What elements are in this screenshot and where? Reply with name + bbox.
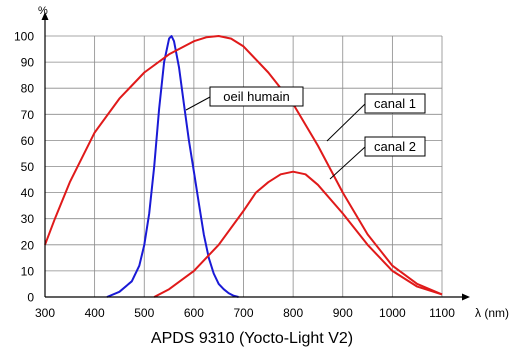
y-tick-label: 70 xyxy=(21,108,35,122)
x-tick-label: 400 xyxy=(85,306,105,320)
x-tick-label: 900 xyxy=(333,306,353,320)
legend-label-canal-2: canal 2 xyxy=(374,139,416,154)
legend-label-canal-1: canal 1 xyxy=(374,96,416,111)
x-tick-label: 500 xyxy=(134,306,154,320)
x-tick-label: 300 xyxy=(35,306,55,320)
x-tick-label: 600 xyxy=(184,306,204,320)
callout-box-canal-1 xyxy=(364,93,426,114)
x-axis-arrow-icon xyxy=(462,293,470,301)
callout-leader-canal-2 xyxy=(329,146,366,180)
y-tick-label: 30 xyxy=(21,212,35,226)
series-line-oeil-humain xyxy=(106,35,239,298)
callout-leader-oeil-humain xyxy=(185,96,211,111)
x-tick-label: 800 xyxy=(283,306,303,320)
callout-leader-canal-1 xyxy=(326,103,366,142)
y-tick-label: 100 xyxy=(14,30,34,44)
y-tick-label: 40 xyxy=(21,186,35,200)
y-tick-label: 60 xyxy=(21,134,35,148)
x-tick-label: 700 xyxy=(233,306,253,320)
y-tick-label: 0 xyxy=(27,291,34,305)
y-tick-label: 10 xyxy=(21,264,35,278)
series-line-canal-1 xyxy=(44,35,443,296)
chart-title: APDS 9310 (Yocto-Light V2) xyxy=(151,330,353,347)
y-tick-label: 20 xyxy=(21,238,35,252)
y-tick-label: 80 xyxy=(21,82,35,96)
y-axis-unit-label: % xyxy=(38,5,48,17)
y-axis-arrow-icon xyxy=(41,12,49,20)
axes: % λ (nm) 0 10 20 30 40 50 60 70 80 90 100 300 400 500… xyxy=(14,5,509,320)
callout-box-oeil-humain xyxy=(209,86,304,107)
x-tick-label: 1000 xyxy=(379,306,406,320)
legend-label-oeil-humain: oeil humain xyxy=(223,89,290,104)
grid xyxy=(45,35,443,297)
series-callouts: oeil humain canal 1 canal 2 xyxy=(185,86,426,180)
x-tick-label: 1100 xyxy=(429,306,455,320)
x-axis-label: λ (nm) xyxy=(475,306,509,320)
curves xyxy=(44,35,443,298)
y-tick-label: 50 xyxy=(21,160,35,174)
series-line-canal-2 xyxy=(153,170,443,298)
callout-box-canal-2 xyxy=(364,136,426,157)
y-tick-label: 90 xyxy=(21,56,35,70)
